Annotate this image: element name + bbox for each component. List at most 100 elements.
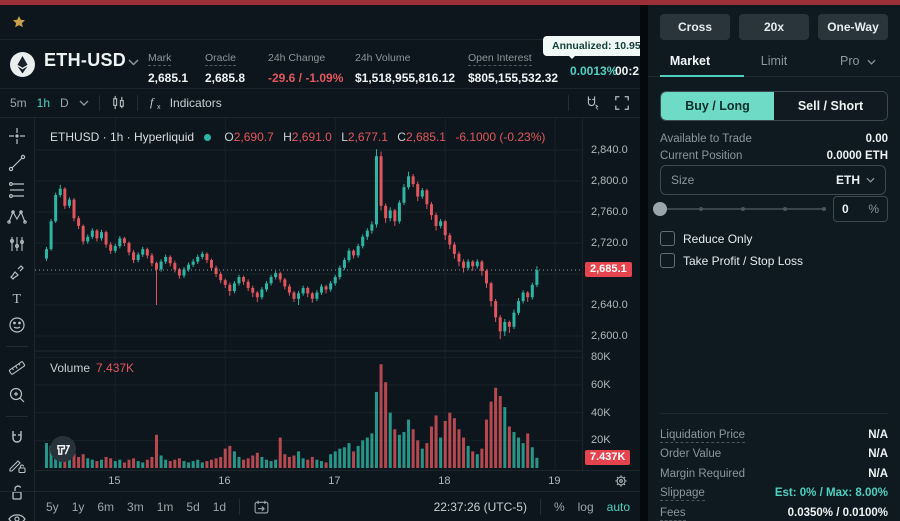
fees-label[interactable]: Fees bbox=[660, 507, 686, 521]
range-1d-button[interactable]: 1d bbox=[212, 499, 227, 514]
volume-value: 7.437K bbox=[96, 361, 135, 375]
axis-settings-gear-icon[interactable] bbox=[614, 474, 628, 488]
range-1m-button[interactable]: 1m bbox=[156, 499, 174, 514]
checkbox-icon[interactable] bbox=[660, 253, 675, 268]
order-panel: Cross 20x One-Way Market Limit Pro Buy /… bbox=[648, 5, 900, 521]
axis-tick-label: 17 bbox=[328, 475, 341, 487]
buy-long-button[interactable]: Buy / Long bbox=[661, 92, 774, 120]
liquidation-price-label[interactable]: Liquidation Price bbox=[660, 429, 746, 443]
ticker-header: ETH-USD Mark 2,685.1 Oracle 2,685.8 24h … bbox=[0, 40, 640, 89]
drawing-lock-icon[interactable] bbox=[6, 454, 28, 476]
prediction-tool-icon[interactable] bbox=[6, 233, 28, 255]
interval-5m-button[interactable]: 5m bbox=[10, 95, 27, 110]
range-5y-button[interactable]: 5y bbox=[46, 499, 59, 514]
auto-scale-button[interactable]: auto bbox=[606, 499, 630, 514]
bottom-toolbar-right: 22:37:26 (UTC-5) % log auto bbox=[433, 498, 630, 515]
interval-chevron-icon[interactable] bbox=[79, 100, 89, 106]
percent-scale-button[interactable]: % bbox=[553, 499, 565, 514]
xabcd-pattern-icon[interactable] bbox=[6, 206, 28, 228]
fees-row: Fees 0.0350% / 0.0100% bbox=[660, 507, 888, 521]
size-percent-input[interactable]: 0 % bbox=[833, 196, 888, 222]
size-input[interactable]: Size ETH bbox=[660, 165, 886, 195]
slippage-label[interactable]: Slippage bbox=[660, 487, 705, 501]
price-axis[interactable]: 2,685.1 7.437K 2,840.0 2,800.0 2,760.0 2,72… bbox=[582, 118, 640, 470]
axis-tick-label: 2,760.0 bbox=[591, 206, 628, 218]
stat-label: 24h Change bbox=[268, 52, 326, 64]
hide-drawings-eye-icon[interactable] bbox=[6, 508, 28, 521]
tab-market[interactable]: Market bbox=[669, 54, 711, 68]
slider-tick bbox=[699, 207, 703, 211]
close-value: 2,685.1 bbox=[405, 130, 446, 144]
indicators-button[interactable]: f x Indicators bbox=[148, 95, 222, 110]
fib-retracement-icon[interactable] bbox=[6, 179, 28, 201]
star-icon[interactable] bbox=[12, 15, 26, 29]
volume-label: Volume bbox=[50, 361, 91, 375]
stat-label[interactable]: Mark bbox=[148, 52, 172, 66]
reduce-only-checkbox[interactable]: Reduce Only bbox=[660, 231, 752, 246]
chevron-down-icon[interactable] bbox=[128, 59, 139, 66]
size-slider-handle[interactable] bbox=[653, 202, 667, 216]
chart-area[interactable]: ETHUSD · 1h · Hyperliquid O2,690.7 H2,69… bbox=[0, 118, 640, 491]
size-slider-track[interactable] bbox=[660, 207, 826, 211]
margin-mode-button[interactable]: Cross bbox=[660, 14, 730, 40]
favorites-bar bbox=[0, 5, 640, 40]
axis-tick-label: 2,640.0 bbox=[591, 299, 628, 311]
axis-tick-label: 40K bbox=[591, 406, 611, 419]
liquidation-price-row: Liquidation Price N/A bbox=[660, 429, 888, 443]
time-axis[interactable]: 15 16 17 18 19 bbox=[35, 470, 640, 492]
trendline-icon[interactable] bbox=[6, 152, 28, 174]
tab-pro-label: Pro bbox=[840, 54, 860, 68]
range-6m-button[interactable]: 6m bbox=[97, 499, 115, 514]
size-unit-selector[interactable]: ETH bbox=[836, 173, 860, 187]
stat-label[interactable]: Oracle bbox=[205, 52, 236, 66]
go-to-date-calendar-icon[interactable] bbox=[253, 499, 270, 515]
low-label: L bbox=[341, 130, 348, 144]
candle-style-icon[interactable] bbox=[110, 94, 127, 111]
tradingview-logo[interactable] bbox=[50, 436, 76, 462]
slippage-value: Est: 0% / Max: 8.00% bbox=[774, 487, 888, 499]
tab-limit[interactable]: Limit bbox=[760, 54, 788, 68]
fullscreen-icon[interactable] bbox=[614, 95, 630, 111]
range-1y-button[interactable]: 1y bbox=[71, 499, 85, 514]
axis-tick-label: 18 bbox=[438, 475, 451, 487]
magnet-mode-icon[interactable] bbox=[6, 427, 28, 449]
margin-required-label: Margin Required bbox=[660, 468, 746, 480]
emoji-tool-icon[interactable] bbox=[6, 314, 28, 336]
interval-1h-button[interactable]: 1h bbox=[36, 95, 51, 110]
range-3m-button[interactable]: 3m bbox=[127, 499, 144, 514]
leverage-button[interactable]: 20x bbox=[739, 14, 809, 40]
magnet-icon[interactable] bbox=[583, 94, 600, 111]
log-scale-button[interactable]: log bbox=[577, 499, 594, 514]
stat-label: 24h Volume bbox=[355, 52, 411, 64]
last-price-tag: 2,685.1 bbox=[585, 262, 632, 278]
svg-text:f: f bbox=[150, 95, 155, 109]
funding-rate: 0.0013% bbox=[570, 64, 618, 78]
text-tool-icon[interactable]: T bbox=[6, 287, 28, 309]
candlestick-chart[interactable] bbox=[35, 118, 582, 491]
brush-icon[interactable] bbox=[6, 260, 28, 282]
available-value: 0.00 bbox=[865, 133, 888, 145]
sell-short-button[interactable]: Sell / Short bbox=[774, 92, 887, 120]
measure-ruler-icon[interactable] bbox=[6, 357, 28, 379]
interval-1d-button[interactable]: D bbox=[60, 95, 69, 110]
tpsl-checkbox[interactable]: Take Profit / Stop Loss bbox=[660, 253, 803, 268]
tab-pro[interactable]: Pro bbox=[816, 50, 900, 76]
crosshair-icon[interactable] bbox=[6, 125, 28, 147]
chart-section: ETH-USD Mark 2,685.1 Oracle 2,685.8 24h … bbox=[0, 5, 640, 521]
toolbar-divider bbox=[539, 498, 541, 515]
toolbar-right-icons bbox=[568, 94, 630, 111]
checkbox-icon[interactable] bbox=[660, 231, 675, 246]
svg-text:T: T bbox=[13, 292, 22, 307]
range-5d-button[interactable]: 5d bbox=[186, 499, 200, 514]
toolbar-divider bbox=[6, 346, 28, 347]
eth-logo-icon bbox=[10, 52, 35, 77]
stat-label[interactable]: Open Interest bbox=[468, 52, 532, 66]
position-mode-button[interactable]: One-Way bbox=[818, 14, 888, 40]
lock-all-icon[interactable] bbox=[6, 481, 28, 503]
margin-controls: Cross 20x One-Way bbox=[660, 14, 888, 40]
order-value-row: Order Value N/A bbox=[660, 448, 888, 460]
toolbar-divider bbox=[568, 94, 569, 111]
clock-label[interactable]: 22:37:26 (UTC-5) bbox=[433, 499, 527, 514]
symbol-selector[interactable]: ETH-USD bbox=[44, 50, 127, 70]
zoom-in-icon[interactable] bbox=[6, 384, 28, 406]
